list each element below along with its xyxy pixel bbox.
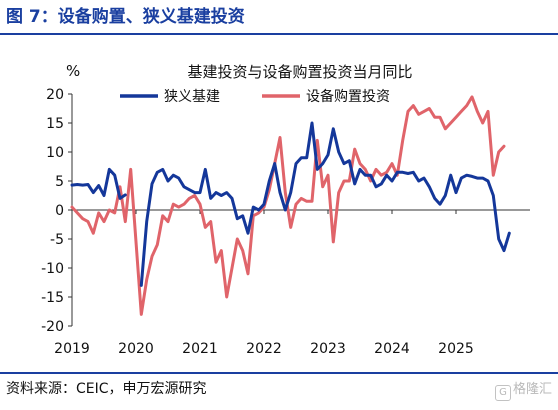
x-tick-label: 2019: [54, 341, 90, 357]
legend: 狭义基建 设备购置投资: [120, 88, 390, 105]
watermark-text: 格隆汇: [512, 382, 552, 397]
axes: 20 15 10 5 0 -5 -10 -15 -20 2019 2020 2021 2022 2023 2…: [41, 87, 530, 357]
x-tick-label: 2021: [182, 341, 218, 357]
y-tick-label: 10: [46, 145, 64, 161]
y-tick-label: -5: [50, 232, 64, 248]
chart-title: 基建投资与设备购置投资当月同比: [187, 63, 412, 81]
footer-rule: [0, 372, 558, 374]
x-tick-label: 2023: [310, 341, 346, 357]
y-tick-label: 0: [55, 203, 64, 219]
legend-label: 设备购置投资: [306, 88, 390, 105]
legend-label: 狭义基建: [164, 88, 220, 105]
line-chart: 基建投资与设备购置投资当月同比 % 狭义基建 设备购置投资 20 15 10 5 0 -5 -…: [41, 62, 530, 357]
x-tick-label: 2024: [374, 341, 410, 357]
series-line-infrastructure: [70, 121, 511, 287]
y-axis-unit-label: %: [66, 62, 80, 80]
title-rule: [0, 33, 558, 35]
y-tick-label: 20: [46, 87, 64, 103]
figure-title: 图 7：设备购置、狭义基建投资: [6, 7, 245, 27]
watermark: G 格隆汇: [494, 378, 552, 401]
y-tick-label: 15: [46, 116, 64, 132]
x-tick-label: 2020: [118, 341, 154, 357]
x-tick-label: 2022: [246, 341, 282, 357]
data-source: 资料来源：CEIC，申万宏源研究: [6, 381, 207, 397]
y-tick-label: -10: [41, 261, 64, 277]
y-tick-label: 5: [55, 174, 64, 190]
y-tick-label: -20: [41, 319, 64, 335]
series-line-equipment: [70, 95, 506, 316]
y-tick-label: -15: [41, 290, 64, 306]
series-layer: [70, 95, 511, 316]
x-tick-label: 2025: [438, 341, 474, 357]
watermark-logo-icon: G: [494, 385, 511, 401]
